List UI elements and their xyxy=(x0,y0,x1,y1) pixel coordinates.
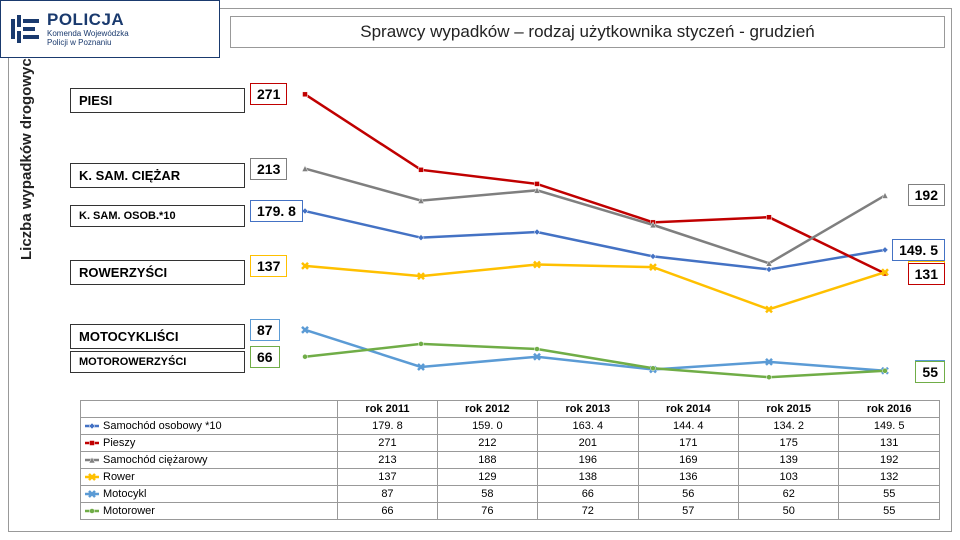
start-value-box: 66 xyxy=(250,346,280,368)
end-value-box: 149. 5 xyxy=(892,239,945,261)
table-cell: 171 xyxy=(638,435,738,452)
start-value-box: 137 xyxy=(250,255,287,277)
table-header-cell: rok 2013 xyxy=(538,401,638,418)
start-value-box: 179. 8 xyxy=(250,200,303,222)
table-cell: 56 xyxy=(638,486,738,503)
table-row: Motorower667672575055 xyxy=(81,503,940,520)
table-header-cell: rok 2016 xyxy=(839,401,940,418)
row-label-cell: Rower xyxy=(81,469,338,486)
table-cell: 72 xyxy=(538,503,638,520)
logo-main-text: POLICJA xyxy=(47,10,129,30)
category-box: MOTOROWERZYŚCI xyxy=(70,351,245,373)
table-cell: 62 xyxy=(739,486,839,503)
table-row: Rower137129138136103132 xyxy=(81,469,940,486)
table-cell: 163. 4 xyxy=(538,418,638,435)
table-header-cell: rok 2011 xyxy=(338,401,437,418)
table-cell: 136 xyxy=(638,469,738,486)
table-cell: 57 xyxy=(638,503,738,520)
table-cell: 196 xyxy=(538,452,638,469)
table-header-row: rok 2011rok 2012rok 2013rok 2014rok 2015… xyxy=(81,401,940,418)
row-label-cell: Samochód osobowy *10 xyxy=(81,418,338,435)
legend-marker-icon xyxy=(85,489,99,499)
table-cell: 134. 2 xyxy=(739,418,839,435)
chart-title: Sprawcy wypadków – rodzaj użytkownika st… xyxy=(360,22,814,42)
table-cell: 144. 4 xyxy=(638,418,738,435)
category-boxes: PIESI K. SAM. CIĘŻAR K. SAM. OSOB.*10 ROWER… xyxy=(70,75,245,395)
table-cell: 66 xyxy=(538,486,638,503)
category-box: ROWERZYŚCI xyxy=(70,260,245,285)
table-cell: 271 xyxy=(338,435,437,452)
start-value-box: 271 xyxy=(250,83,287,105)
row-label-cell: Motorower xyxy=(81,503,338,520)
table-cell: 132 xyxy=(839,469,940,486)
chart-area: 271213179. 81378766192149. 51321315555 xyxy=(250,70,940,390)
table-header-cell: rok 2015 xyxy=(739,401,839,418)
data-table: rok 2011rok 2012rok 2013rok 2014rok 2015… xyxy=(80,400,940,520)
table-cell: 192 xyxy=(839,452,940,469)
police-logo-icon xyxy=(9,13,41,45)
legend-marker-icon xyxy=(85,438,99,448)
table-cell: 87 xyxy=(338,486,437,503)
title-bar: Sprawcy wypadków – rodzaj użytkownika st… xyxy=(230,16,945,48)
table-cell: 139 xyxy=(739,452,839,469)
table-cell: 169 xyxy=(638,452,738,469)
table-cell: 55 xyxy=(839,486,940,503)
table-row: Samochód ciężarowy213188196169139192 xyxy=(81,452,940,469)
row-label-cell: Motocykl xyxy=(81,486,338,503)
logo-box: POLICJA Komenda Wojewódzka Policji w Poz… xyxy=(0,0,220,58)
table-cell: 55 xyxy=(839,503,940,520)
start-value-box: 213 xyxy=(250,158,287,180)
table-cell: 58 xyxy=(437,486,537,503)
legend-marker-icon xyxy=(85,472,99,482)
legend-marker-icon xyxy=(85,506,99,516)
table-cell: 66 xyxy=(338,503,437,520)
table-cell: 201 xyxy=(538,435,638,452)
category-box: MOTOCYKLIŚCI xyxy=(70,324,245,349)
table-header-cell: rok 2012 xyxy=(437,401,537,418)
legend-marker-icon xyxy=(85,455,99,465)
table-header-cell xyxy=(81,401,338,418)
table-cell: 50 xyxy=(739,503,839,520)
table-cell: 175 xyxy=(739,435,839,452)
table-cell: 76 xyxy=(437,503,537,520)
row-label-cell: Samochód ciężarowy xyxy=(81,452,338,469)
table-row: Pieszy271212201171175131 xyxy=(81,435,940,452)
start-value-box: 87 xyxy=(250,319,280,341)
line-chart-svg xyxy=(250,70,940,390)
table-cell: 213 xyxy=(338,452,437,469)
category-box: K. SAM. OSOB.*10 xyxy=(70,205,245,227)
end-value-box: 55 xyxy=(915,361,945,383)
table-cell: 149. 5 xyxy=(839,418,940,435)
table-cell: 103 xyxy=(739,469,839,486)
table-cell: 188 xyxy=(437,452,537,469)
table-cell: 159. 0 xyxy=(437,418,537,435)
table-row: Samochód osobowy *10179. 8159. 0163. 414… xyxy=(81,418,940,435)
category-box: PIESI xyxy=(70,88,245,113)
y-axis-label: Liczba wypadków drogowych xyxy=(18,49,35,260)
table-cell: 138 xyxy=(538,469,638,486)
end-value-box: 192 xyxy=(908,184,945,206)
table-row: Motocykl875866566255 xyxy=(81,486,940,503)
table-cell: 131 xyxy=(839,435,940,452)
table-cell: 212 xyxy=(437,435,537,452)
row-label-cell: Pieszy xyxy=(81,435,338,452)
legend-marker-icon xyxy=(85,421,99,431)
logo-sub-text-2: Policji w Poznaniu xyxy=(47,39,129,48)
table-cell: 129 xyxy=(437,469,537,486)
end-value-box: 131 xyxy=(908,263,945,285)
table-cell: 179. 8 xyxy=(338,418,437,435)
table-header-cell: rok 2014 xyxy=(638,401,738,418)
category-box: K. SAM. CIĘŻAR xyxy=(70,163,245,188)
table-cell: 137 xyxy=(338,469,437,486)
